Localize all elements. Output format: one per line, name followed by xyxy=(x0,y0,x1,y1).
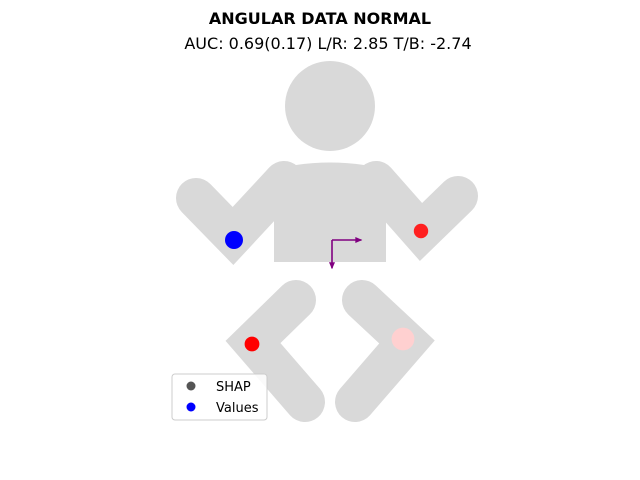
legend-marker-values xyxy=(186,402,196,412)
legend-label-values: Values xyxy=(216,401,259,416)
body-head xyxy=(285,61,375,151)
chart-title: ANGULAR DATA NORMAL xyxy=(209,9,431,28)
shap-point-left-arm xyxy=(225,231,243,249)
legend-frame xyxy=(171,373,268,421)
direction-arrows xyxy=(329,237,363,270)
legend-marker-shap xyxy=(186,381,196,391)
arrow-head-down xyxy=(329,262,335,270)
shap-point-right-leg xyxy=(391,327,415,351)
chart-subtitle: AUC: 0.69(0.17) L/R: 2.85 T/B: -2.74 xyxy=(184,34,471,53)
shap-point-right-arm xyxy=(413,223,429,239)
legend-label-shap: SHAP xyxy=(216,380,251,395)
legend: SHAP Values xyxy=(171,373,268,421)
shap-points xyxy=(225,223,429,352)
arrow-head-right xyxy=(355,237,363,243)
shap-point-left-leg xyxy=(244,336,260,352)
